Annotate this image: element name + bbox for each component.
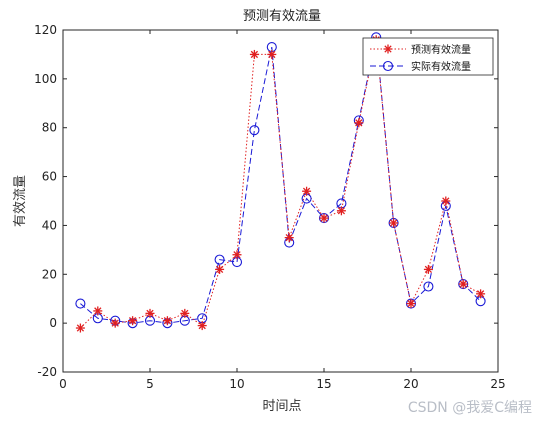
predicted-point (267, 49, 277, 59)
y-tick-label: 0 (49, 316, 57, 330)
legend-circle-icon (382, 60, 394, 72)
watermark: CSDN @我爱C编程 (407, 400, 532, 416)
legend-entry-actual: 实际有效流量 (370, 60, 471, 73)
x-tick-label: 25 (490, 377, 505, 391)
predicted-point (197, 321, 207, 331)
legend-circle-marker (382, 60, 394, 72)
x-axis: 0 5 10 15 20 25 (59, 30, 506, 391)
y-tick-label: 100 (34, 72, 57, 86)
predicted-point (162, 316, 172, 326)
predicted-point (128, 316, 138, 326)
x-tick-label: 0 (59, 377, 67, 391)
series-layer (75, 32, 486, 333)
y-tick-label: 60 (42, 170, 57, 184)
series-line-actual (80, 37, 481, 324)
plot-area (62, 29, 499, 373)
y-tick-label: -20 (37, 365, 57, 379)
predicted-point (476, 289, 486, 299)
predicted-point (406, 299, 416, 309)
x-tick-label: 20 (403, 377, 418, 391)
x-axis-label: 时间点 (262, 399, 301, 414)
y-tick-label: 40 (42, 218, 57, 232)
legend: 预测有效流量 实际有效流量 (362, 37, 494, 76)
predicted-point (441, 196, 451, 206)
actual-point (249, 125, 260, 136)
predicted-point (354, 118, 364, 128)
legend-entry-predicted: 预测有效流量 (370, 43, 471, 56)
predicted-point (110, 318, 120, 328)
predicted-point (180, 308, 190, 318)
predicted-point (458, 279, 468, 289)
predicted-point (249, 49, 259, 59)
predicted-point (75, 323, 85, 333)
y-tick-label: 80 (42, 121, 57, 135)
actual-point (423, 281, 434, 292)
predicted-point (284, 233, 294, 243)
predicted-point (423, 264, 433, 274)
predicted-point (302, 186, 312, 196)
series-line-predicted (80, 39, 481, 329)
x-tick-label: 5 (146, 377, 154, 391)
legend-star-marker (383, 44, 393, 54)
x-tick-label: 10 (229, 377, 244, 391)
predicted-point (145, 308, 155, 318)
predicted-point (232, 250, 242, 260)
x-tick-label: 15 (316, 377, 331, 391)
predicted-point (336, 206, 346, 216)
predicted-point (319, 213, 329, 223)
legend-star-icon (383, 44, 393, 54)
plot-frame (62, 29, 499, 373)
predicted-point (93, 306, 103, 316)
chart-title: 预测有效流量 (243, 9, 321, 24)
predicted-point (389, 218, 399, 228)
y-axis: -20 0 20 40 60 80 100 120 (34, 23, 498, 379)
legend-label-actual: 实际有效流量 (411, 60, 471, 73)
actual-point (214, 254, 225, 265)
y-tick-label: 120 (34, 23, 57, 37)
predicted-point (215, 264, 225, 274)
actual-point (75, 298, 86, 309)
legend-label-predicted: 预测有效流量 (411, 43, 471, 56)
y-tick-label: 20 (42, 267, 57, 281)
y-axis-label: 有效流量 (13, 175, 28, 227)
